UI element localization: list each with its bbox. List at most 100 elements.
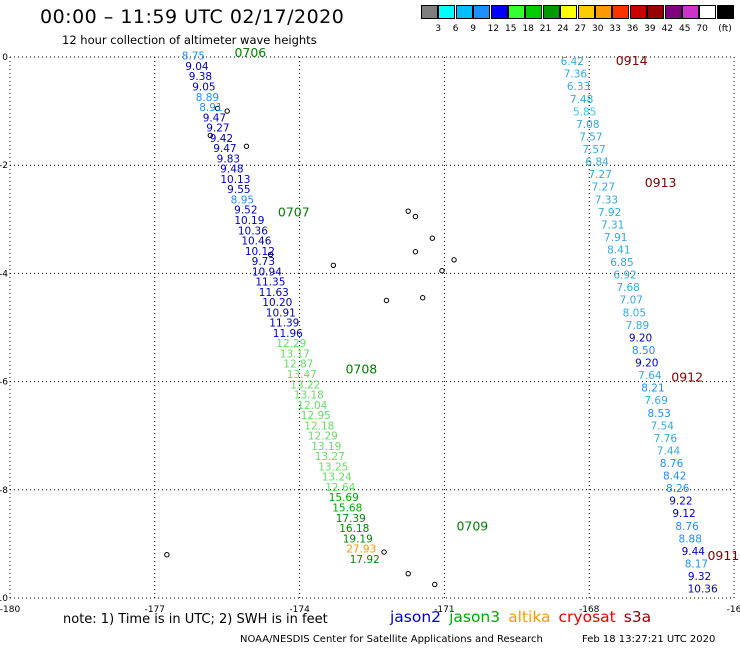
pass-time-label: 0912 — [671, 370, 703, 385]
wave-height-value: 13.18 — [294, 390, 324, 402]
y-tick-label: -8 — [0, 486, 8, 496]
legend-swatch — [629, 5, 647, 19]
wave-height-value: 8.89 — [196, 92, 219, 104]
wave-height-value: 15.68 — [332, 502, 362, 514]
wave-height-value: 9.47 — [213, 143, 236, 155]
wave-height-value: 7.69 — [644, 395, 667, 407]
legend-swatch — [473, 5, 491, 19]
wave-height-value: 9.44 — [682, 546, 706, 558]
satellite-name: jason2 — [390, 608, 442, 626]
island-marker — [383, 297, 390, 304]
island-marker — [429, 235, 436, 241]
pass-time-label: 0914 — [616, 53, 648, 68]
legend-label: 6 — [452, 24, 459, 34]
wave-height-value: 12.18 — [304, 420, 334, 432]
track-west-values: 8.759.049.389.058.898.919.479.279.429.47… — [182, 51, 380, 566]
wave-height-value: 6.92 — [613, 270, 636, 282]
wave-height-value: 9.20 — [629, 332, 652, 344]
wave-height-value: 9.12 — [672, 508, 695, 520]
wave-height-value: 7.27 — [592, 182, 615, 194]
wave-height-value: 9.22 — [669, 496, 692, 508]
wave-height-value: 8.53 — [647, 408, 670, 420]
wave-height-value: 6.33 — [567, 81, 590, 93]
island-marker — [432, 581, 438, 588]
legend-swatch — [595, 5, 612, 19]
wave-height-value: 9.52 — [234, 205, 257, 217]
wave-height-value: 17.39 — [336, 513, 366, 525]
wave-height-value: 8.21 — [641, 383, 664, 395]
legend-label: 30 — [592, 24, 604, 34]
wave-height-value: 7.91 — [604, 232, 627, 244]
wave-height-value: 12.04 — [297, 400, 327, 412]
legend-swatch — [542, 5, 560, 19]
island-marker — [243, 143, 250, 149]
y-tick-label: -10 — [0, 594, 8, 604]
island-marker — [224, 108, 230, 114]
wave-height-value: 7.08 — [576, 119, 599, 131]
island-marker — [405, 208, 411, 214]
footer-credit: NOAA/NESDIS Center for Satellite Applica… — [240, 634, 543, 645]
wave-height-value: 7.57 — [579, 131, 602, 143]
wave-height-value: 11.39 — [269, 318, 299, 330]
island-marker — [405, 570, 411, 577]
island-marker — [267, 251, 274, 258]
x-tick-label: -177 — [145, 605, 165, 615]
wave-height-value: 10.13 — [220, 174, 250, 186]
legend-swatch — [455, 5, 473, 19]
wave-height-value: 8.88 — [679, 533, 702, 545]
legend-swatch — [577, 5, 595, 19]
wave-height-value: 7.36 — [564, 69, 588, 81]
wave-height-value: 13.27 — [315, 451, 345, 463]
wave-height-value: 9.83 — [217, 153, 240, 165]
wave-height-value: 9.04 — [185, 61, 209, 73]
x-tick-label: -180 — [0, 605, 20, 615]
legend-unit: (ft) — [718, 24, 732, 34]
island-marker — [451, 257, 457, 263]
wave-height-value: 12.29 — [308, 431, 338, 443]
x-tick-label: -168 — [579, 605, 600, 615]
wave-height-value: 9.27 — [206, 123, 229, 135]
wave-height-value: 13.24 — [322, 472, 352, 484]
legend-swatch — [664, 5, 682, 19]
wave-height-value: 7.76 — [654, 433, 678, 445]
legend-swatch — [490, 5, 508, 19]
legend-label: 9 — [470, 24, 476, 34]
wave-height-value: 8.26 — [666, 483, 690, 495]
wave-height-value: 9.73 — [252, 256, 275, 268]
wave-height-value: 8.50 — [632, 345, 655, 357]
axis-ticks: -180 -177 -174 -171 -168 -16 0 -2 -4 -6 -8 -10 — [0, 53, 740, 615]
wave-height-value: 17.92 — [350, 554, 380, 566]
legend-swatch — [508, 5, 525, 19]
x-tick-label: -174 — [289, 605, 310, 615]
legend-label: 3 — [435, 24, 442, 34]
footer-timestamp: Feb 18 13:27:21 UTC 2020 — [582, 634, 716, 645]
wave-height-value: 10.46 — [241, 236, 271, 248]
map-grid — [9, 56, 735, 599]
wave-height-value: 7.44 — [657, 445, 681, 457]
satellite-name: jason3 — [449, 608, 501, 626]
wave-height-value: 7.92 — [598, 207, 621, 219]
wave-height-value: 7.57 — [582, 144, 605, 156]
y-tick-label: -2 — [0, 161, 8, 171]
island-marker — [419, 295, 426, 301]
wave-height-value: 10.36 — [688, 584, 718, 596]
wave-height-value: 12.64 — [325, 482, 355, 494]
island-marker — [330, 262, 337, 268]
wave-height-value: 9.20 — [635, 358, 658, 370]
island-marker — [164, 552, 170, 558]
wave-height-value: 9.42 — [210, 133, 233, 145]
island-marker — [207, 132, 214, 139]
wave-height-value: 13.17 — [280, 348, 310, 360]
wave-height-value: 7.68 — [616, 282, 639, 294]
page-subtitle: 12 hour collection of altimeter wave hei… — [62, 33, 317, 47]
footer-note: note: 1) Time is in UTC; 2) SWH is in fe… — [63, 612, 328, 627]
wave-height-value: 10.20 — [262, 297, 292, 309]
wave-height-value: 10.91 — [266, 307, 296, 319]
wave-height-value: 10.12 — [245, 246, 275, 258]
wave-height-value: 13.22 — [290, 379, 320, 391]
legend-label: 18 — [522, 24, 534, 34]
legend-label: 45 — [679, 24, 691, 34]
satellite-name: cryosat — [558, 608, 616, 626]
legend-label: 42 — [661, 24, 674, 34]
